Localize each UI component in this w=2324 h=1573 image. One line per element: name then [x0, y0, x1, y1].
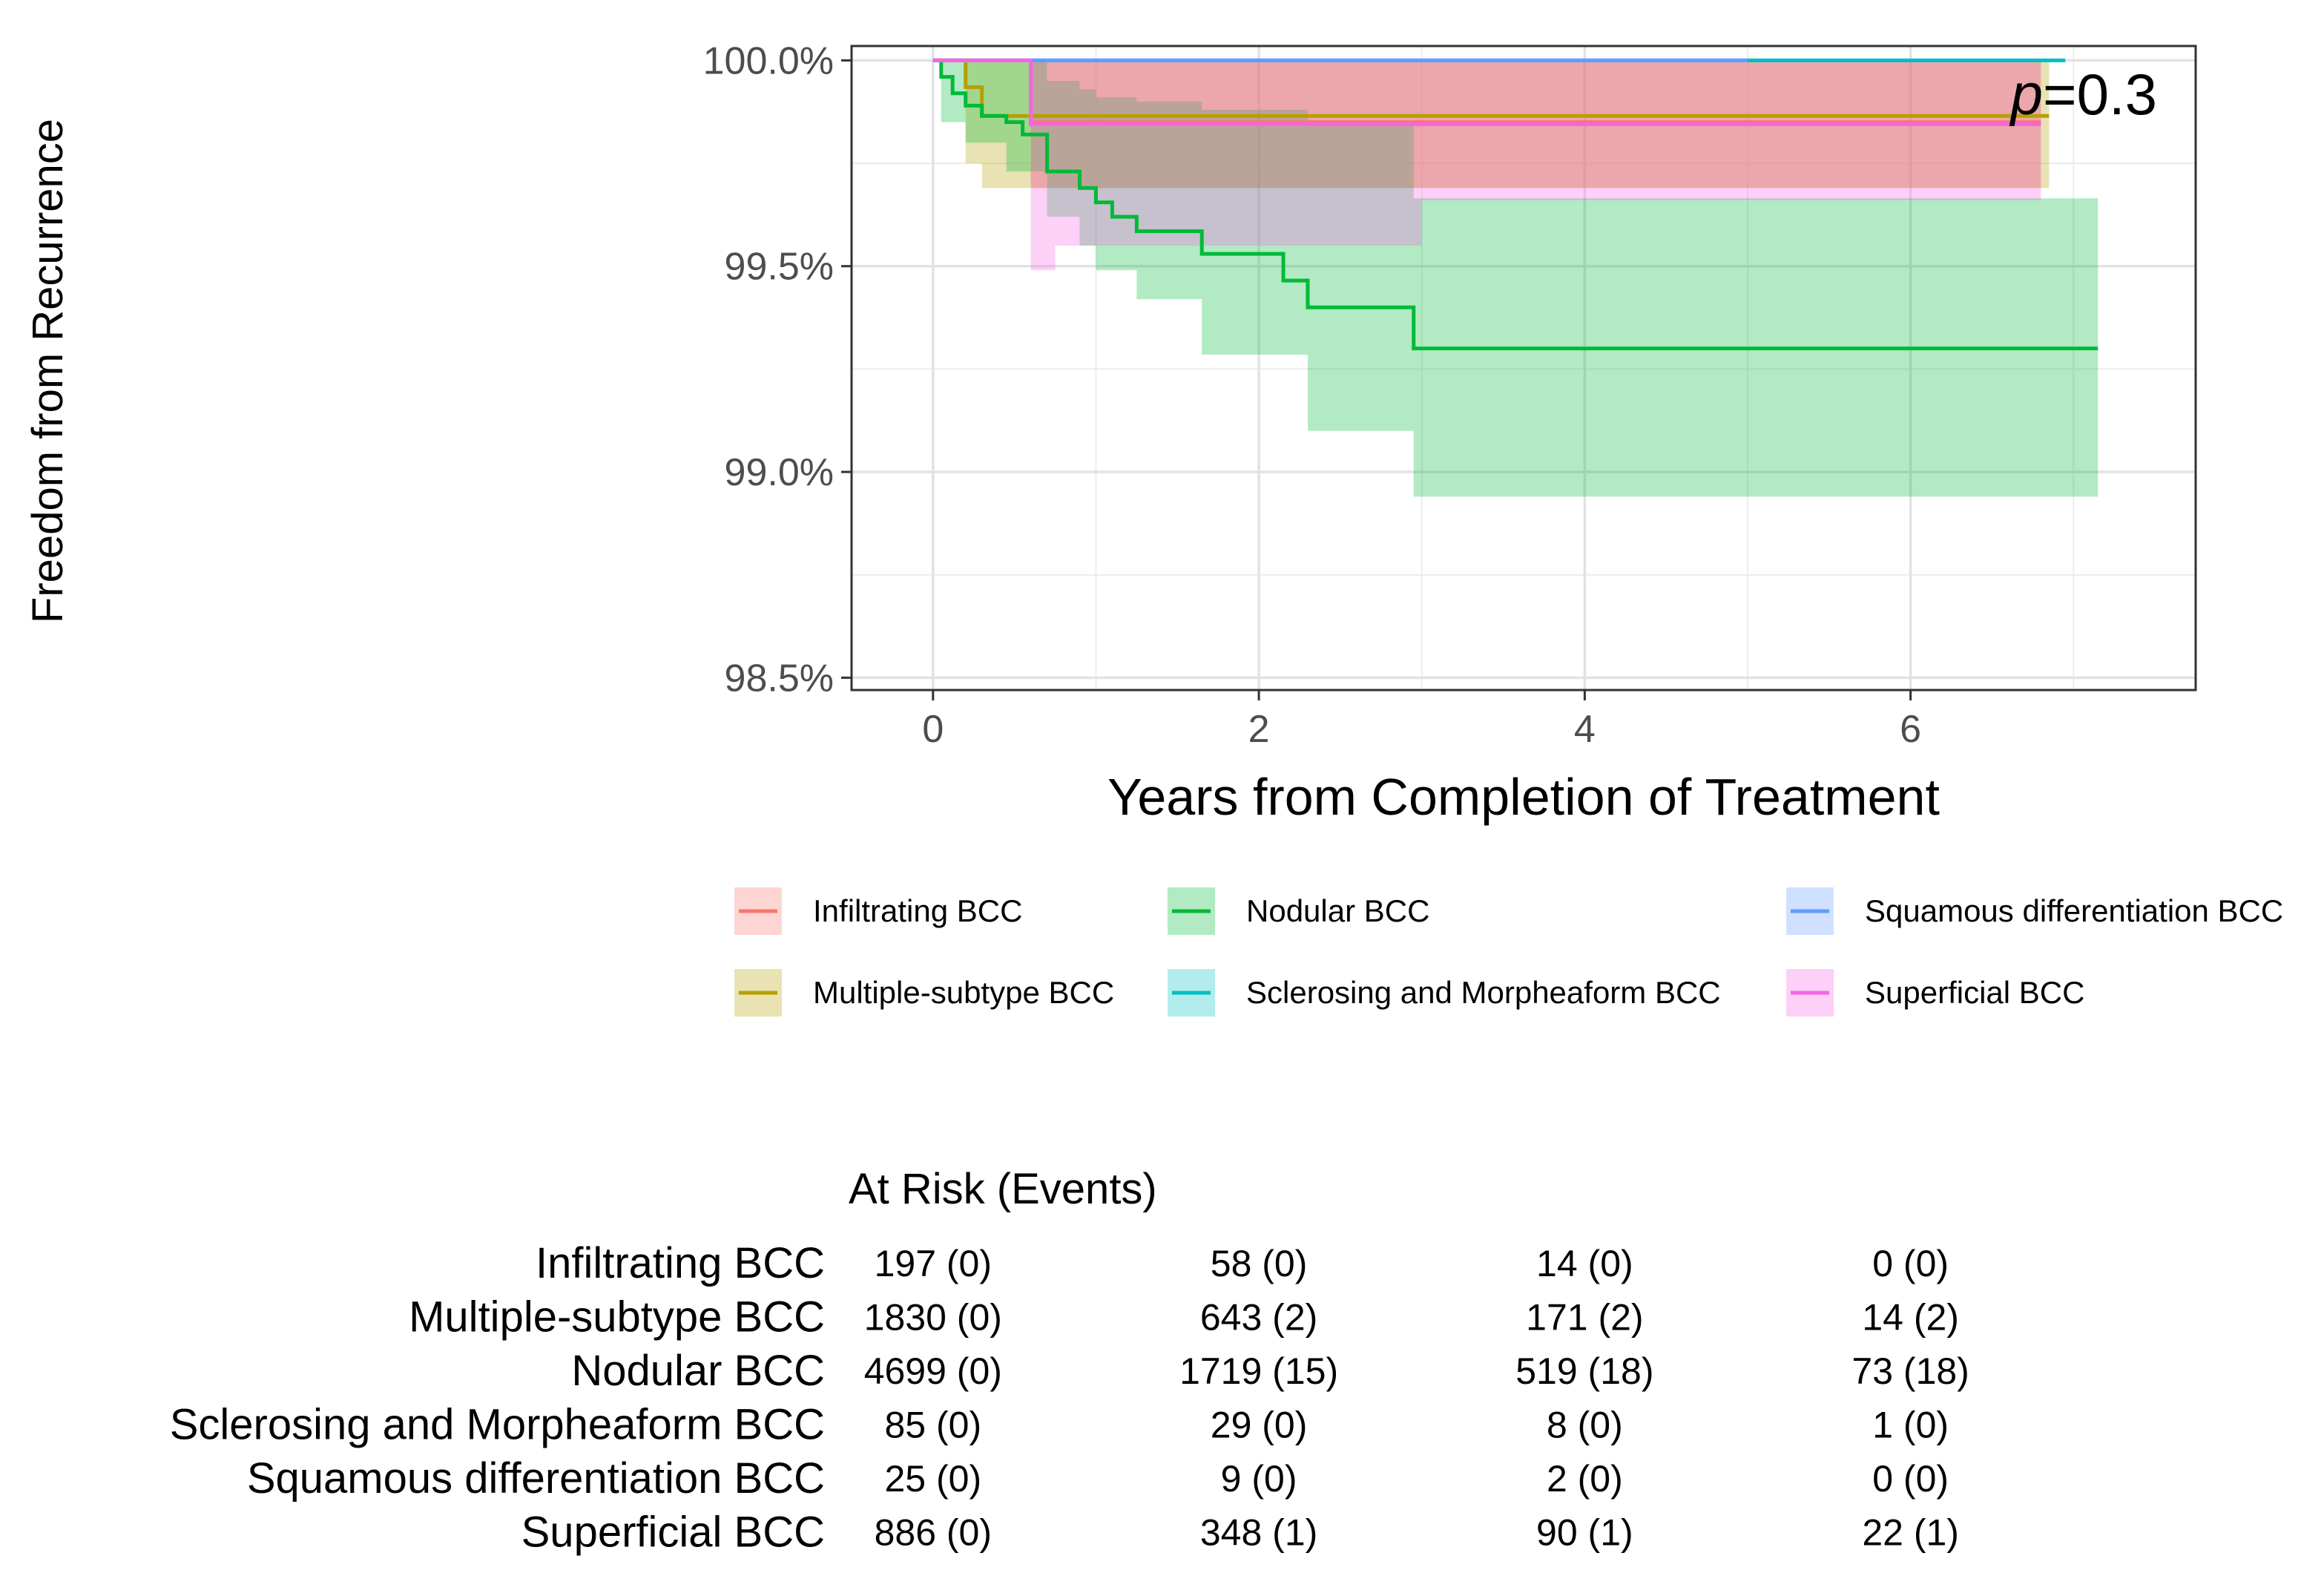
legend-label: Infiltrating BCC — [813, 893, 1022, 928]
legend-label: Sclerosing and Morpheaform BCC — [1246, 975, 1721, 1010]
legend-item: Superficial BCC — [1786, 969, 2084, 1017]
y-tick-label: 99.0% — [725, 451, 834, 494]
y-axis-label: Freedom from Recurrence — [24, 119, 72, 623]
risk-row-label: Multiple-subtype BCC — [409, 1293, 825, 1342]
x-axis-label: Years from Completion of Treatment — [1107, 768, 1940, 826]
legend-label: Squamous differentiation BCC — [1865, 893, 2283, 928]
risk-cell: 519 (18) — [1515, 1350, 1653, 1392]
legend-item: Squamous differentiation BCC — [1786, 887, 2283, 935]
risk-cell: 643 (2) — [1200, 1297, 1317, 1339]
risk-cell: 58 (0) — [1211, 1243, 1308, 1284]
risk-cell: 9 (0) — [1221, 1458, 1297, 1500]
x-tick-label: 4 — [1574, 708, 1596, 751]
legend-item: Sclerosing and Morpheaform BCC — [1168, 969, 1721, 1017]
legend-label: Multiple-subtype BCC — [813, 975, 1114, 1010]
risk-table-row: Squamous differentiation BCC 25 (0) 9 (0) 2… — [247, 1454, 1949, 1503]
legend-item: Infiltrating BCC — [734, 887, 1022, 935]
risk-cell: 2 (0) — [1547, 1458, 1623, 1500]
risk-cell: 171 (2) — [1526, 1297, 1643, 1339]
risk-cell: 29 (0) — [1211, 1405, 1308, 1446]
x-tick-label: 2 — [1248, 708, 1270, 751]
risk-table-row: Sclerosing and Morpheaform BCC 85 (0) 29 (… — [170, 1401, 1949, 1449]
legend-item: Multiple-subtype BCC — [734, 969, 1114, 1017]
y-tick-label: 98.5% — [725, 657, 834, 700]
risk-cell: 886 (0) — [875, 1512, 992, 1554]
panel-border — [850, 45, 2197, 692]
ci-band-6 — [1030, 60, 2041, 271]
legend-item: Nodular BCC — [1168, 887, 1429, 935]
risk-row-label: Nodular BCC — [571, 1347, 825, 1395]
risk-row-label: Sclerosing and Morpheaform BCC — [170, 1401, 825, 1449]
risk-row-label: Squamous differentiation BCC — [247, 1454, 825, 1503]
p-value-text: =0.3 — [2043, 62, 2157, 127]
risk-cell: 90 (1) — [1536, 1512, 1633, 1554]
risk-cell: 4699 (0) — [864, 1350, 1002, 1392]
risk-row-label: Infiltrating BCC — [536, 1239, 825, 1287]
x-tick-label: 6 — [1900, 708, 1921, 751]
risk-table-row: Nodular BCC 4699 (0) 1719 (15) 519 (18) 73 (… — [571, 1347, 1969, 1395]
legend-label: Superficial BCC — [1865, 975, 2084, 1010]
plot-panel: 0 2 4 6 98.5% 99.0% 99.5% 100.0% p=0.3 — [703, 39, 2197, 751]
risk-cell: 197 (0) — [875, 1243, 992, 1284]
risk-table-row: Multiple-subtype BCC 1830 (0) 643 (2) 171 (… — [409, 1293, 1959, 1342]
risk-table-row: Superficial BCC 886 (0) 348 (1) 90 (1) 22 (1… — [521, 1508, 1959, 1557]
risk-cell: 25 (0) — [885, 1458, 982, 1500]
survival-curves — [932, 58, 2098, 351]
p-value-annotation: p=0.3 — [2009, 62, 2157, 127]
axis-layer: 0 2 4 6 98.5% 99.0% 99.5% 100.0% — [703, 39, 1921, 751]
risk-cell: 73 (18) — [1851, 1350, 1969, 1392]
risk-cell: 85 (0) — [885, 1405, 982, 1446]
legend: Infiltrating BCC Multiple-subtype BCC Nodu… — [734, 887, 2283, 1017]
risk-cell: 0 (0) — [1872, 1243, 1949, 1284]
legend-label: Nodular BCC — [1246, 893, 1429, 928]
risk-cell: 8 (0) — [1547, 1405, 1623, 1446]
risk-cell: 14 (2) — [1862, 1297, 1959, 1339]
y-tick-label: 100.0% — [703, 39, 834, 82]
y-tick-label: 99.5% — [725, 246, 834, 289]
km-curve-6 — [932, 58, 2041, 126]
risk-cell: 1719 (15) — [1179, 1350, 1338, 1392]
risk-row-label: Superficial BCC — [521, 1508, 825, 1557]
risk-cell: 14 (0) — [1536, 1243, 1633, 1284]
risk-cell: 348 (1) — [1200, 1512, 1317, 1554]
risk-cell: 22 (1) — [1862, 1512, 1959, 1554]
risk-cell: 0 (0) — [1872, 1458, 1949, 1500]
risk-cell: 1 (0) — [1872, 1405, 1949, 1446]
risk-cell: 1830 (0) — [864, 1297, 1002, 1339]
x-tick-label: 0 — [922, 708, 944, 751]
km-curve-3 — [932, 58, 2098, 351]
risk-table-row: Infiltrating BCC 197 (0) 58 (0) 14 (0) 0 (0) — [536, 1239, 1949, 1287]
risk-table: At Risk (Events) Infiltrating BCC 197 (0)… — [170, 1165, 1969, 1557]
p-value-symbol: p — [2009, 62, 2043, 127]
risk-table-title: At Risk (Events) — [849, 1165, 1157, 1213]
panel-background — [852, 46, 2196, 690]
ci-band-3 — [941, 60, 2098, 497]
